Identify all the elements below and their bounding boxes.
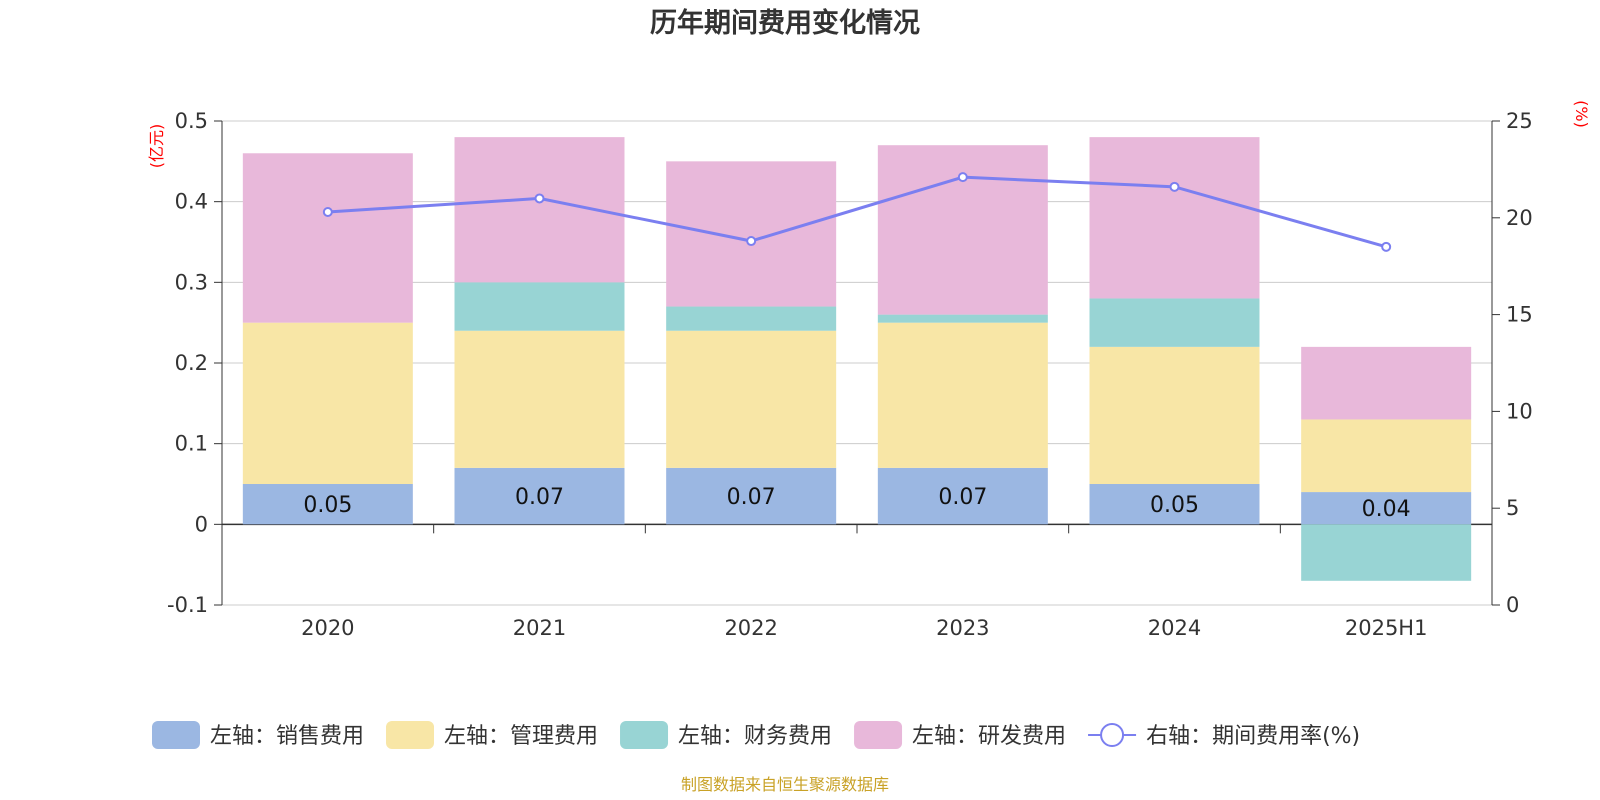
bar-series4-2020 — [242, 153, 413, 323]
bar-series4-2024 — [1089, 137, 1260, 299]
left-axis-tick-label: 0.3 — [175, 270, 208, 294]
left-axis-unit: (亿元) — [147, 124, 166, 169]
legend-label: 右轴：期间费用率(%) — [1146, 724, 1360, 749]
bar-series4-2025H1 — [1301, 346, 1472, 420]
bar-series1-2021 — [454, 467, 625, 525]
chart-title: 历年期间费用变化情况 — [650, 7, 920, 39]
bar-data-label: 0.05 — [1150, 493, 1199, 518]
right-axis-tick-label: 0 — [1506, 593, 1519, 617]
legend-label: 左轴：销售费用 — [210, 724, 364, 749]
legend-swatch — [854, 721, 903, 749]
bar-series3-2024 — [1089, 298, 1260, 347]
bar-series2-2022 — [666, 330, 837, 468]
axes: -0.1 0 0.1 0.2 0.3 0.4 0.5 0 5 10 15 20 25 2020 2021 20… — [167, 109, 1533, 640]
bar-series2-2021 — [454, 330, 625, 468]
bar-data-label: 0.07 — [938, 485, 987, 510]
right-axis-tick-label: 15 — [1506, 303, 1533, 327]
bar-series2-2024 — [1089, 346, 1260, 484]
left-axis-tick-label: -0.1 — [167, 593, 208, 617]
bar-data-label: 0.05 — [303, 493, 352, 518]
bar-series2-2020 — [242, 322, 413, 484]
bar-series2-2023 — [877, 322, 1048, 468]
legend-label: 左轴：管理费用 — [444, 724, 598, 749]
legend-item[interactable]: 左轴：财务费用 — [620, 721, 832, 749]
category-label: 2024 — [1148, 616, 1201, 640]
left-axis-tick-label: 0 — [195, 512, 208, 536]
bar-data-label: 0.04 — [1362, 497, 1411, 522]
legend-item[interactable]: 左轴：管理费用 — [386, 721, 598, 749]
left-axis-tick-label: 0.4 — [175, 190, 208, 214]
rate-point — [534, 193, 545, 204]
bar-series1-2023 — [877, 467, 1048, 525]
bar-series3-2022 — [666, 306, 837, 331]
category-label: 2022 — [724, 616, 777, 640]
line-series — [322, 172, 1392, 252]
bar-series3-2021 — [454, 282, 625, 331]
data-source-note: 制图数据来自恒生聚源数据库 — [681, 775, 889, 794]
bar-series2-2025H1 — [1301, 419, 1472, 493]
legend-item[interactable]: 左轴：研发费用 — [854, 721, 1066, 749]
category-label: 2023 — [936, 616, 989, 640]
rate-point — [1169, 181, 1180, 192]
legend[interactable]: 左轴：销售费用 左轴：管理费用 左轴：财务费用 左轴：研发费用 右轴：期间费用率(%) — [152, 721, 1360, 749]
legend-item[interactable]: 右轴：期间费用率(%) — [1088, 723, 1360, 749]
bar-series — [242, 137, 1472, 581]
bar-series3-2025H1 — [1301, 524, 1472, 581]
rate-point — [957, 172, 968, 183]
bar-series1-2022 — [666, 467, 837, 525]
rate-point — [746, 236, 757, 247]
legend-swatch — [620, 721, 669, 749]
right-axis-unit: (%) — [1572, 100, 1591, 128]
right-axis-tick-label: 5 — [1506, 496, 1519, 520]
left-axis-tick-label: 0.1 — [175, 432, 208, 456]
right-axis-tick-label: 25 — [1506, 109, 1533, 133]
data-labels: 0.05 0.07 0.07 0.07 0.05 0.04 — [303, 485, 1410, 522]
legend-marker — [1100, 723, 1125, 747]
rate-point — [1381, 241, 1392, 252]
bar-series1-2020 — [242, 484, 413, 525]
right-axis-tick-label: 10 — [1506, 399, 1533, 423]
left-axis-tick-label: 0.2 — [175, 351, 208, 375]
rate-line — [327, 175, 1387, 249]
bar-series3-2023 — [877, 314, 1048, 323]
legend-swatch — [152, 721, 200, 749]
bar-series4-2023 — [877, 145, 1048, 315]
legend-item[interactable]: 左轴：销售费用 — [152, 721, 364, 749]
legend-swatch — [386, 721, 435, 749]
legend-label: 左轴：研发费用 — [912, 724, 1066, 749]
left-axis-tick-label: 0.5 — [175, 109, 208, 133]
category-label: 2025H1 — [1345, 616, 1428, 640]
category-label: 2020 — [301, 616, 354, 640]
legend-label: 左轴：财务费用 — [678, 724, 832, 749]
bar-series1-2025H1 — [1301, 492, 1472, 525]
rate-point — [322, 206, 333, 217]
category-label: 2021 — [513, 616, 566, 640]
bar-series4-2022 — [666, 161, 837, 307]
bar-data-label: 0.07 — [727, 485, 776, 510]
bar-series1-2024 — [1089, 484, 1260, 525]
right-axis-tick-label: 20 — [1506, 206, 1533, 230]
bar-data-label: 0.07 — [515, 485, 564, 510]
